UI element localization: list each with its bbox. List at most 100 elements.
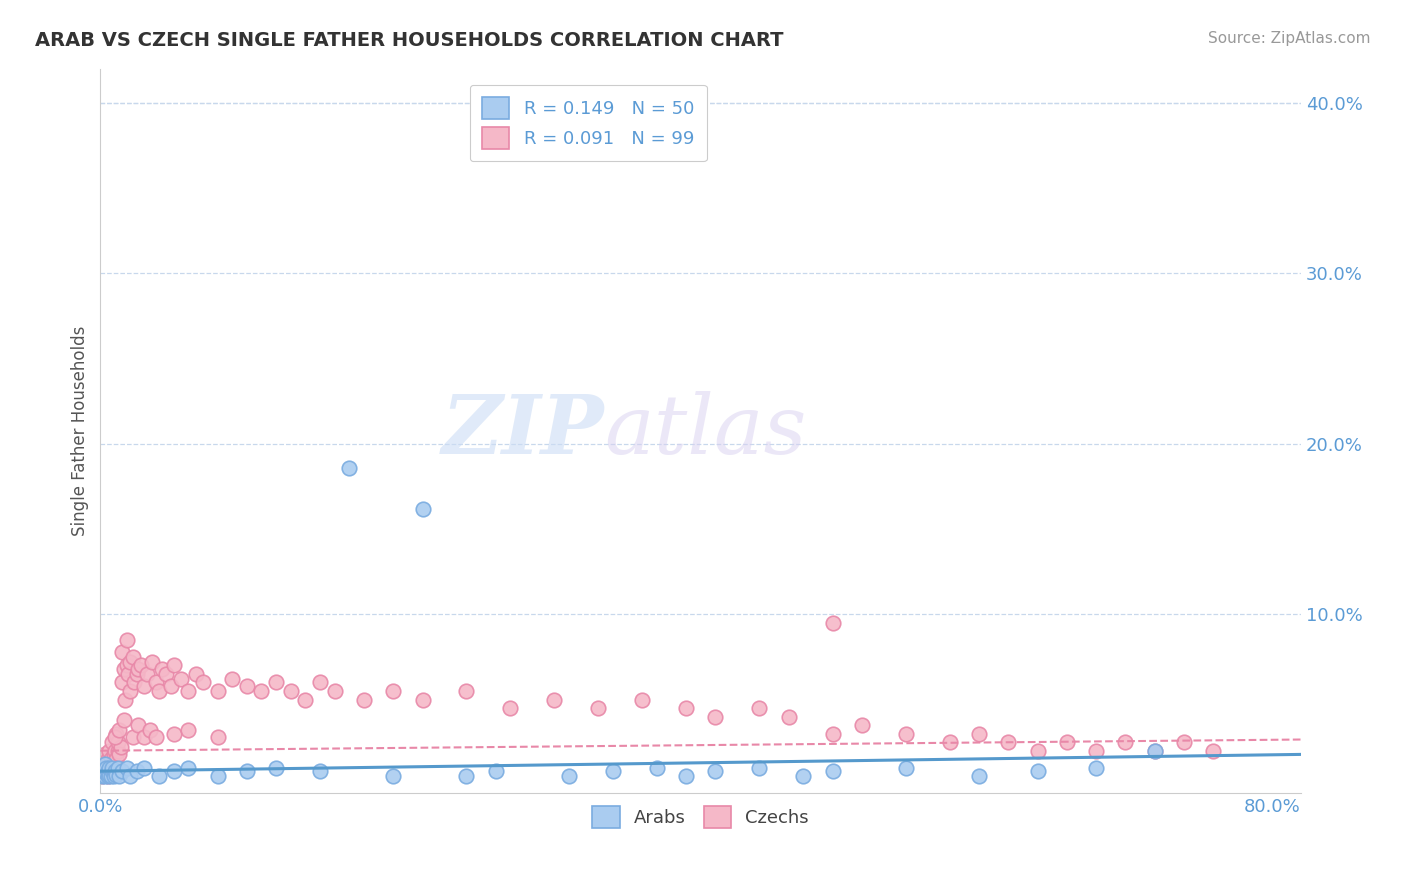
Point xyxy=(121,649,143,664)
Point xyxy=(104,764,127,779)
Point xyxy=(821,764,844,779)
Point xyxy=(93,757,115,772)
Point xyxy=(382,684,405,698)
Point xyxy=(98,767,121,781)
Point xyxy=(97,769,120,783)
Point xyxy=(221,672,243,686)
Point xyxy=(98,744,121,758)
Point xyxy=(115,632,138,647)
Point xyxy=(108,747,131,761)
Point xyxy=(125,667,148,681)
Point xyxy=(1085,761,1108,775)
Point xyxy=(191,675,214,690)
Point xyxy=(105,767,128,781)
Point xyxy=(456,769,478,783)
Point xyxy=(112,662,135,676)
Point xyxy=(1143,744,1166,758)
Point xyxy=(1085,744,1108,758)
Point xyxy=(97,769,120,783)
Point xyxy=(104,730,127,744)
Point xyxy=(98,761,121,775)
Point xyxy=(115,761,138,775)
Point xyxy=(105,752,128,766)
Text: ARAB VS CZECH SINGLE FATHER HOUSEHOLDS CORRELATION CHART: ARAB VS CZECH SINGLE FATHER HOUSEHOLDS C… xyxy=(35,31,783,50)
Point xyxy=(150,662,173,676)
Point xyxy=(90,761,112,775)
Point xyxy=(162,658,184,673)
Point xyxy=(938,735,960,749)
Point xyxy=(112,713,135,727)
Point xyxy=(100,761,122,775)
Point xyxy=(162,726,184,740)
Point xyxy=(121,730,143,744)
Point xyxy=(1173,735,1195,749)
Point xyxy=(543,692,565,706)
Point xyxy=(117,667,139,681)
Point xyxy=(91,752,114,766)
Point xyxy=(114,692,136,706)
Point xyxy=(177,723,200,738)
Point xyxy=(851,718,873,732)
Point xyxy=(586,701,609,715)
Point xyxy=(148,684,170,698)
Point xyxy=(101,764,124,779)
Point xyxy=(529,129,551,144)
Point xyxy=(967,769,990,783)
Point xyxy=(93,761,115,775)
Point xyxy=(704,764,727,779)
Point xyxy=(382,769,405,783)
Point xyxy=(177,684,200,698)
Point xyxy=(118,684,141,698)
Point xyxy=(104,744,127,758)
Point xyxy=(91,761,114,775)
Point xyxy=(264,675,287,690)
Point xyxy=(97,752,120,766)
Point xyxy=(236,764,259,779)
Point xyxy=(778,709,800,723)
Point xyxy=(162,764,184,779)
Point xyxy=(127,662,149,676)
Point xyxy=(1056,735,1078,749)
Point xyxy=(108,769,131,783)
Point xyxy=(159,679,181,693)
Point xyxy=(91,764,114,779)
Point xyxy=(134,679,156,693)
Point xyxy=(675,701,697,715)
Point xyxy=(107,735,129,749)
Y-axis label: Single Father Households: Single Father Households xyxy=(72,326,89,536)
Point xyxy=(122,675,145,690)
Text: ZIP: ZIP xyxy=(441,391,605,471)
Text: atlas: atlas xyxy=(605,391,807,471)
Point xyxy=(108,723,131,738)
Point xyxy=(105,726,128,740)
Point xyxy=(184,667,207,681)
Point xyxy=(1202,744,1225,758)
Point xyxy=(101,761,124,775)
Point xyxy=(748,701,770,715)
Point xyxy=(101,761,124,775)
Point xyxy=(145,675,167,690)
Point xyxy=(100,769,122,783)
Point xyxy=(309,764,332,779)
Point xyxy=(134,761,156,775)
Point xyxy=(207,769,229,783)
Point xyxy=(602,764,624,779)
Point xyxy=(111,675,134,690)
Point xyxy=(250,684,273,698)
Point xyxy=(97,764,120,779)
Point xyxy=(107,744,129,758)
Point xyxy=(558,769,581,783)
Point xyxy=(1026,744,1049,758)
Point xyxy=(90,769,112,783)
Point xyxy=(110,740,132,755)
Point xyxy=(499,701,522,715)
Point xyxy=(103,769,125,783)
Point xyxy=(134,730,156,744)
Point xyxy=(145,730,167,744)
Point xyxy=(103,747,125,761)
Point xyxy=(104,764,127,779)
Point xyxy=(207,730,229,744)
Point xyxy=(118,769,141,783)
Point xyxy=(353,692,375,706)
Point xyxy=(456,684,478,698)
